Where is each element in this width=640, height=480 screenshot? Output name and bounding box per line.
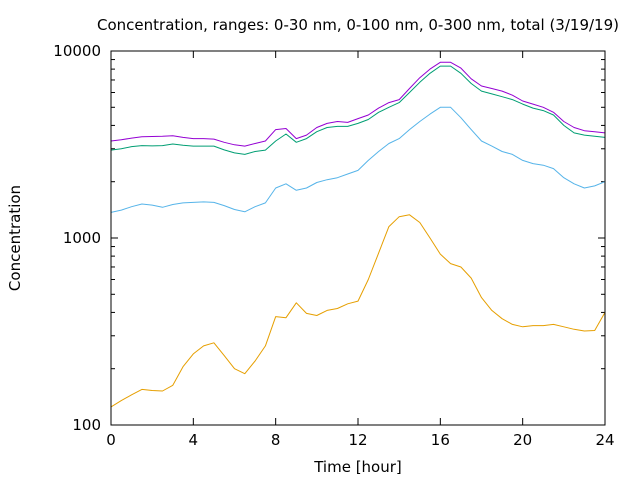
y-tick-label: 10000 xyxy=(53,42,101,60)
plot-frame xyxy=(110,50,606,426)
series-line-1 xyxy=(110,106,606,213)
x-tick-label: 16 xyxy=(431,431,450,449)
series-lines xyxy=(110,61,606,408)
series-line-2 xyxy=(110,65,606,155)
chart-title: Concentration, ranges: 0-30 nm, 0-100 nm… xyxy=(97,16,619,34)
x-tick-label: 0 xyxy=(106,431,116,449)
x-tick-label: 12 xyxy=(348,431,367,449)
y-axis-label: Concentration xyxy=(6,185,24,291)
x-tick-label: 4 xyxy=(189,431,199,449)
y-tick-label: 100 xyxy=(72,416,101,434)
y-tick-label: 1000 xyxy=(63,229,101,247)
x-axis-label: Time [hour] xyxy=(313,458,402,476)
x-tick-label: 8 xyxy=(271,431,281,449)
series-line-3 xyxy=(110,61,606,147)
x-tick-label: 24 xyxy=(595,431,614,449)
axis-tick-labels: 0 4 8 12 16 20 24 100 1000 10000 xyxy=(53,42,614,449)
series-line-0 xyxy=(110,214,606,408)
x-tick-label: 20 xyxy=(513,431,532,449)
